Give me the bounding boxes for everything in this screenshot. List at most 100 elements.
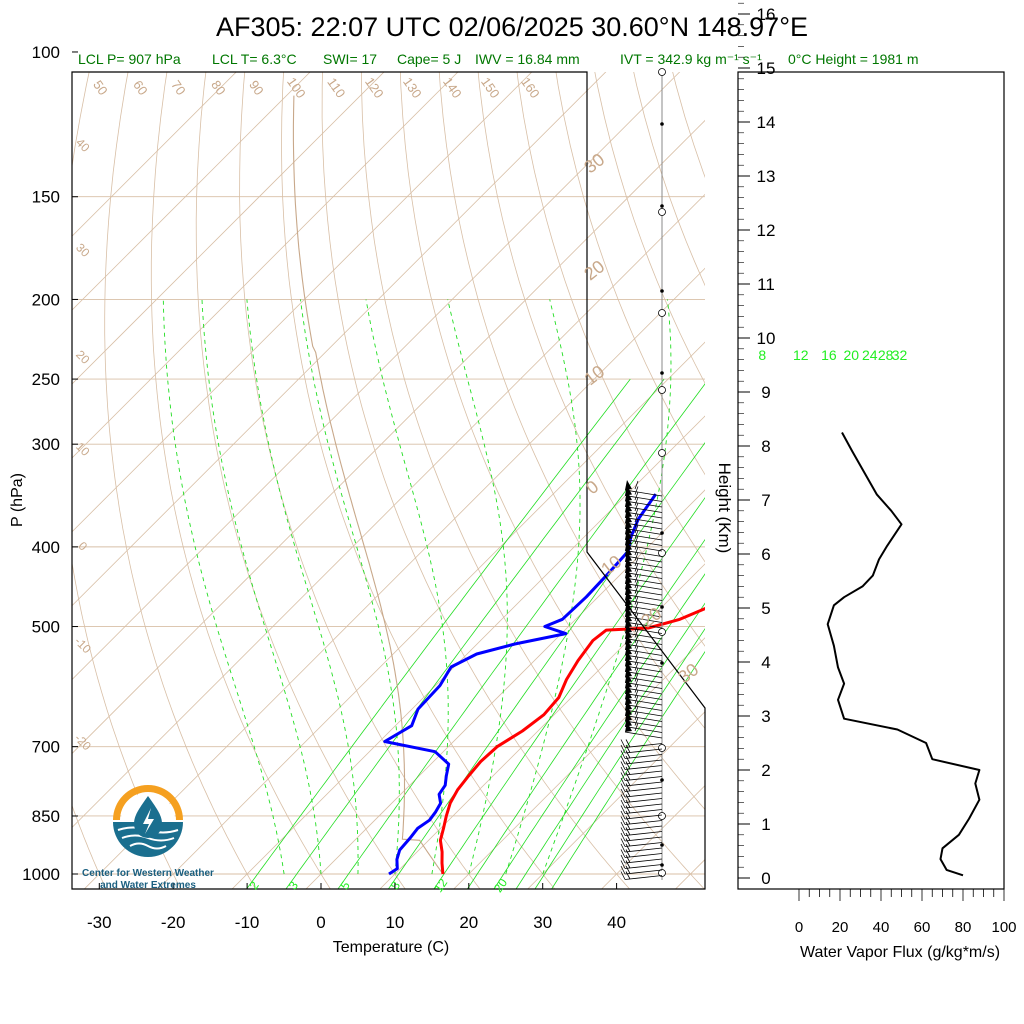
isotherm-label: 10 <box>73 439 93 459</box>
wind-barb <box>624 693 663 700</box>
wind-barb-feather <box>634 629 639 638</box>
wind-level-dot <box>660 289 664 293</box>
subtitle-iwv: IWV = 16.84 mm <box>475 51 580 67</box>
wind-barb <box>624 616 663 623</box>
moist-adiabat-label: 10 <box>597 551 625 579</box>
parcel-trace-line <box>292 95 444 875</box>
mixing-ratio-line <box>246 378 631 889</box>
isotherm-line <box>72 72 311 311</box>
flux-tick-label: 60 <box>914 919 931 936</box>
dry-adiabat-line <box>399 72 705 811</box>
wind-barb <box>624 660 663 667</box>
flux-tick-label: 20 <box>832 919 849 936</box>
isotherm-label: 30 <box>73 240 93 260</box>
mixing-ratio-line <box>337 383 705 889</box>
wind-barb-feather <box>625 854 631 863</box>
cw3e-logo-line1: Center for Western Weather <box>82 868 214 879</box>
wind-barb-feather <box>634 557 639 567</box>
wind-calm-marker <box>658 628 666 636</box>
pressure-tick-label: 150 <box>32 188 60 207</box>
wind-barb <box>624 770 663 776</box>
wind-barb <box>624 759 663 765</box>
dry-adiabat-label: 110 <box>324 75 348 101</box>
mixing-ratio-label: 28 <box>878 347 894 363</box>
dry-adiabat-line <box>477 72 705 647</box>
temperature-tick-label: -30 <box>87 913 112 932</box>
wind-barb-feather <box>634 667 639 677</box>
dry-adiabat-label: 130 <box>400 75 425 101</box>
height-tick-label: 16 <box>757 5 776 24</box>
wind-barb <box>624 792 663 798</box>
isotherm-line <box>157 341 705 889</box>
wind-barb <box>624 539 663 546</box>
wind-calm-marker <box>658 68 666 76</box>
isotherm-label: 20 <box>73 347 93 367</box>
wind-calm-marker <box>658 812 666 820</box>
wind-barb <box>624 676 663 684</box>
height-tick-label: 12 <box>757 221 776 240</box>
moist-adiabat-label: 10 <box>580 361 608 389</box>
subtitle-freezing-height: 0°C Height = 1981 m <box>788 51 919 67</box>
wind-barb-feather <box>634 607 639 616</box>
pressure-tick-label: 1000 <box>22 865 60 884</box>
isotherm-line <box>72 72 385 385</box>
moist-adiabat-label: 30 <box>580 149 608 177</box>
wind-barb <box>624 610 663 618</box>
skewt-frame <box>71 71 706 890</box>
wind-barb-feather <box>634 579 639 589</box>
isotherm-line <box>453 637 705 889</box>
wind-barb-feather <box>620 761 626 770</box>
dry-adiabat-label: 80 <box>208 77 229 97</box>
dry-adiabat-line <box>72 804 107 889</box>
wind-barb-feather <box>620 755 626 765</box>
wind-level-dot <box>660 843 664 847</box>
mixing-ratio-label: 16 <box>821 347 837 363</box>
mixing-ratio-label: 24 <box>862 347 878 363</box>
wind-barb-feather <box>620 750 626 759</box>
wind-barb-feather <box>634 480 639 490</box>
wind-barb-feather <box>634 656 639 666</box>
dry-adiabat-label: 70 <box>168 77 189 97</box>
wind-barb <box>624 489 663 497</box>
wind-barb-feather <box>620 744 626 754</box>
isotherm-line <box>72 193 705 828</box>
wind-barb-feather <box>634 706 639 715</box>
wind-barb-feather <box>634 645 639 655</box>
dry-adiabat-line <box>859 52 1024 891</box>
pressure-tick-label: 300 <box>32 435 60 454</box>
dry-adiabat-line <box>195 72 406 889</box>
isotherm-line <box>231 415 705 889</box>
wind-barb-feather <box>625 739 631 748</box>
wind-calm-marker <box>658 449 666 457</box>
temperature-tick-label: 30 <box>533 913 552 932</box>
wind-barb-feather <box>634 563 639 572</box>
wind-barb <box>624 500 663 508</box>
pressure-tick-label: 850 <box>32 807 60 826</box>
moist-adiabat-line <box>447 299 508 875</box>
wind-level-dot <box>660 661 664 665</box>
mixing-ratio-line <box>493 573 705 889</box>
wind-barb-feather <box>620 865 626 875</box>
flux-tick-label: 40 <box>873 919 890 936</box>
cw3e-logo: Center for Western Weather and Water Ext… <box>82 785 214 891</box>
wind-barb <box>624 561 663 568</box>
dry-adiabat-line <box>633 72 705 287</box>
wind-barb <box>624 781 663 787</box>
dry-adiabat-label: 160 <box>518 75 543 101</box>
wind-barb-feather <box>625 865 631 874</box>
temperature-profile-line <box>438 606 705 875</box>
wind-barb <box>624 682 663 689</box>
wind-barb <box>624 517 663 524</box>
isotherm-line <box>747 52 1024 891</box>
dry-adiabat-line <box>821 52 1024 891</box>
wind-barb-feather <box>634 651 639 660</box>
dry-adiabat-line <box>936 52 1024 891</box>
dry-adiabat-line <box>239 72 481 889</box>
height-tick-label: 15 <box>757 59 776 78</box>
wind-level-dot <box>660 204 664 208</box>
wind-barb-feather <box>620 788 626 798</box>
isotherm-line <box>72 72 533 533</box>
wind-barb <box>624 649 663 656</box>
dry-adiabat-label: 150 <box>478 75 503 101</box>
wind-barb <box>624 820 663 825</box>
